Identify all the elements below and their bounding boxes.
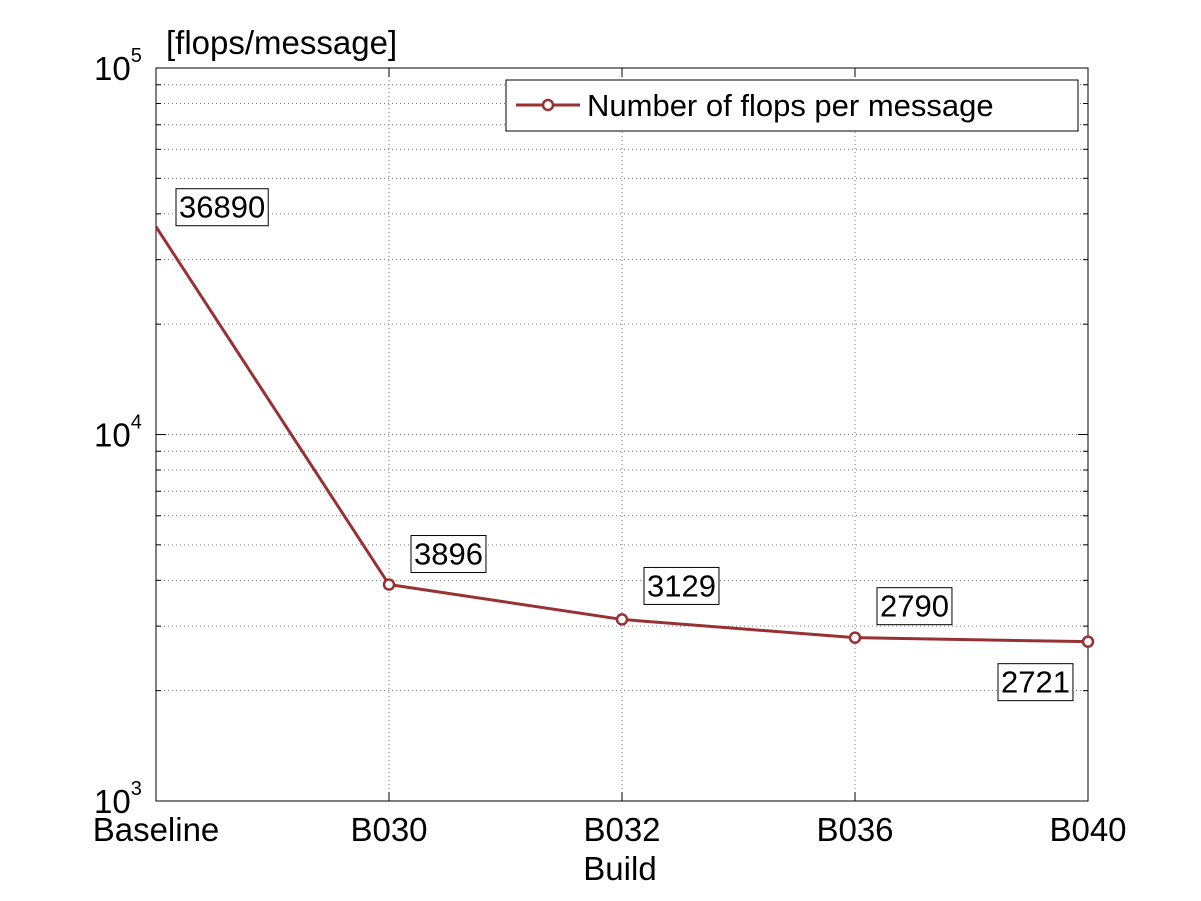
data-markers <box>382 578 1095 648</box>
data-point <box>382 578 396 591</box>
data-label-box <box>410 535 487 574</box>
data-label-text: 2721 <box>1001 665 1070 700</box>
data-label-text: 36890 <box>179 190 265 225</box>
data-label-box <box>876 587 953 626</box>
data-label-text: 2790 <box>880 589 949 624</box>
legend-label: Number of flops per message <box>587 88 994 123</box>
x-axis-label: Build <box>583 850 656 887</box>
data-label: 36890 <box>175 188 269 227</box>
data-label: 3896 <box>410 535 487 574</box>
y-tick-label: 103 <box>94 778 142 820</box>
x-tick-label: Baseline <box>93 811 220 848</box>
data-label-box <box>997 663 1074 702</box>
y-tick-label: 105 <box>94 45 142 87</box>
x-tick-label: B030 <box>350 811 427 848</box>
x-tick-label: B040 <box>1049 811 1126 848</box>
data-label-box <box>175 188 269 227</box>
x-tick-label: B036 <box>816 811 893 848</box>
y-tick-label: 104 <box>94 412 142 454</box>
y-tick-labels: 103 104 105 <box>94 45 142 820</box>
data-label: 3129 <box>643 566 720 605</box>
data-label-text: 3896 <box>414 537 483 572</box>
data-labels: 36890 3896 3129 2790 2721 <box>175 188 1074 702</box>
y-axis-label: [flops/message] <box>166 24 397 61</box>
data-point <box>848 631 862 644</box>
data-label: 2721 <box>997 663 1074 702</box>
data-label-box <box>643 566 720 605</box>
data-label: 2790 <box>876 587 953 626</box>
x-tick-labels: Baseline B030 B032 B036 B040 <box>93 811 1127 848</box>
data-label-text: 3129 <box>647 568 716 603</box>
axis-ticks <box>155 68 1089 801</box>
legend-marker-sample <box>541 98 555 112</box>
legend-box <box>505 79 1079 132</box>
data-point <box>615 613 629 626</box>
legend: Number of flops per message <box>505 79 1079 132</box>
x-tick-label: B032 <box>583 811 660 848</box>
data-point <box>1081 635 1095 648</box>
